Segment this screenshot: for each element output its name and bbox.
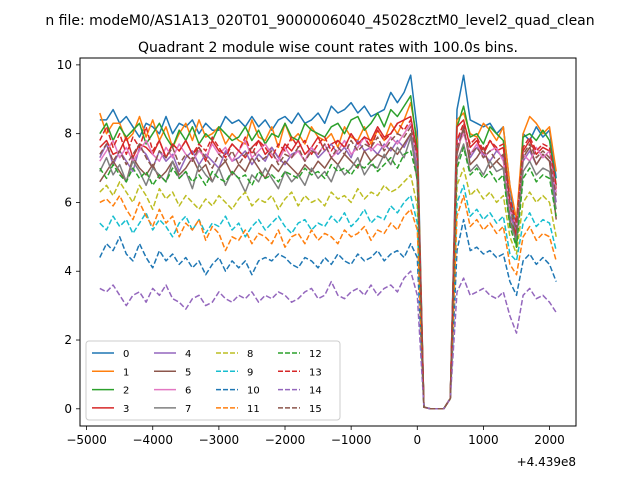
y-axis: 0 2 4 6 8 10 <box>57 58 80 416</box>
y-tick-label: 8 <box>64 127 72 141</box>
legend-label-0: 0 <box>123 349 129 360</box>
plot-lines <box>99 74 557 410</box>
legend-label-15: 15 <box>309 404 322 415</box>
y-tick-label: 10 <box>57 58 72 72</box>
legend-label-8: 8 <box>247 349 253 360</box>
series-line-14 <box>99 270 557 410</box>
series-line-2 <box>99 95 557 410</box>
legend-label-1: 1 <box>123 367 129 378</box>
x-tick-label: 2000 <box>534 433 565 447</box>
legend-label-4: 4 <box>185 349 191 360</box>
plot-frame <box>79 57 577 427</box>
series-line-7 <box>99 136 557 410</box>
x-tick-label: −2000 <box>265 433 306 447</box>
legend-label-7: 7 <box>185 404 191 415</box>
series-line-15 <box>99 126 557 410</box>
x-tick-label: −5000 <box>66 433 107 447</box>
y-tick-label: 6 <box>64 195 72 209</box>
y-tick-label: 2 <box>64 333 72 347</box>
chart-title: Quadrant 2 module wise count rates with … <box>138 40 518 56</box>
x-tick-label: −4000 <box>132 433 173 447</box>
series-line-8 <box>99 167 557 410</box>
legend-label-13: 13 <box>309 367 322 378</box>
series-line-9 <box>99 184 557 410</box>
figure-suptitle: n file: modeM0/AS1A13_020T01_9000006040_… <box>45 13 594 29</box>
series-line-13 <box>99 119 557 410</box>
legend-label-2: 2 <box>123 386 129 397</box>
legend-box <box>85 340 341 421</box>
x-tick-label: −1000 <box>331 433 372 447</box>
y-tick-label: 0 <box>64 402 72 416</box>
series-line-11 <box>99 194 557 410</box>
x-axis: −5000 −4000 −3000 −2000 −1000 0 1000 2000 <box>66 426 565 447</box>
series-line-12 <box>99 146 557 410</box>
series-line-0 <box>99 74 557 410</box>
legend-label-5: 5 <box>185 367 191 378</box>
y-tick-label: 4 <box>64 264 72 278</box>
legend-label-14: 14 <box>309 386 322 397</box>
legend-label-9: 9 <box>247 367 253 378</box>
legend-label-3: 3 <box>123 404 129 415</box>
legend-label-12: 12 <box>309 349 322 360</box>
legend-label-6: 6 <box>185 386 191 397</box>
series-line-10 <box>99 218 557 410</box>
x-tick-label: 1000 <box>468 433 499 447</box>
x-tick-label: 0 <box>413 433 421 447</box>
x-tick-label: −3000 <box>199 433 240 447</box>
legend-label-10: 10 <box>247 386 260 397</box>
legend-label-11: 11 <box>247 404 260 415</box>
x-offset-label: +4.439e8 <box>517 455 576 469</box>
